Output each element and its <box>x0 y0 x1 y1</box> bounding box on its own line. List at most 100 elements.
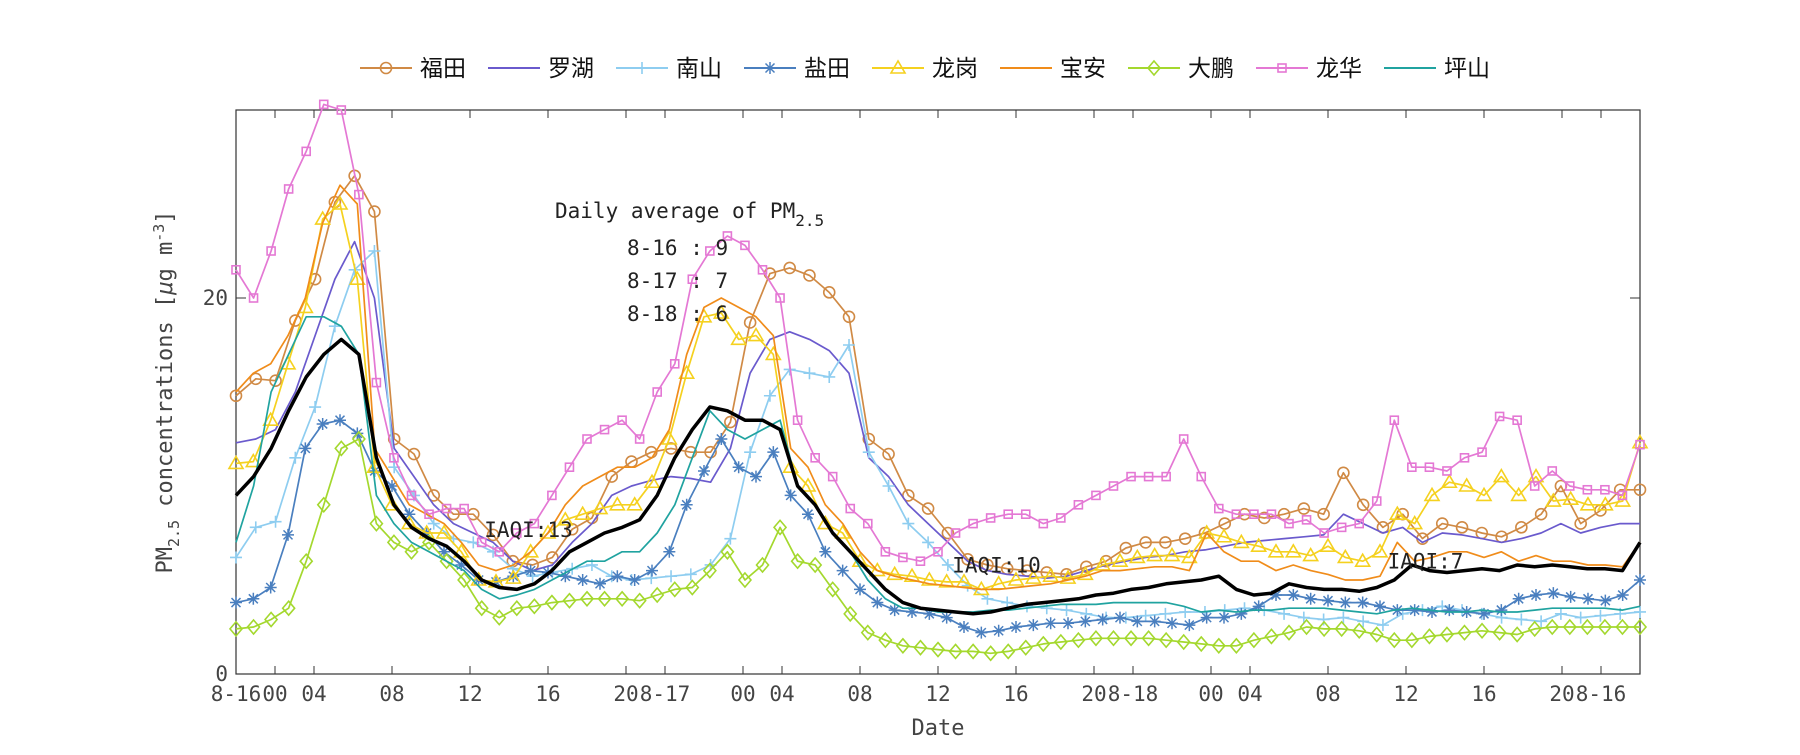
legend-marker <box>1277 63 1287 73</box>
data-point <box>507 570 520 583</box>
data-point <box>457 571 472 589</box>
data-point <box>684 568 697 581</box>
data-point <box>834 524 852 539</box>
x-tick-label: 12 <box>1393 682 1418 706</box>
legend-entry: 福田 <box>360 56 466 82</box>
x-tick-label: 00 <box>262 682 287 706</box>
data-point <box>1161 471 1171 482</box>
data-point <box>1163 546 1181 562</box>
data-point <box>1317 507 1330 521</box>
data-point <box>1492 624 1507 641</box>
data-point <box>406 490 417 501</box>
data-point <box>544 594 559 611</box>
data-point <box>1426 605 1438 618</box>
y-axis-title-sup: -3 <box>150 224 168 242</box>
data-point <box>783 261 796 275</box>
data-point <box>1615 618 1630 636</box>
data-point <box>843 605 858 623</box>
data-point <box>888 604 901 617</box>
data-point <box>1003 509 1014 520</box>
data-point <box>1196 471 1207 482</box>
data-point <box>576 574 589 586</box>
data-point <box>1535 615 1548 628</box>
data-point <box>961 553 974 566</box>
data-point <box>1071 631 1086 649</box>
data-point <box>1080 560 1093 574</box>
data-point <box>933 546 943 557</box>
x-tick-label: 16 <box>1003 682 1028 706</box>
data-point <box>608 496 626 511</box>
data-point <box>898 552 908 563</box>
data-point <box>868 562 886 577</box>
data-point <box>1510 626 1525 643</box>
data-point <box>1478 607 1490 620</box>
legend-label: 龙岗 <box>932 56 978 82</box>
data-point <box>628 574 641 586</box>
legend-label: 福田 <box>420 56 466 82</box>
data-point <box>579 590 595 608</box>
data-point <box>1111 552 1129 568</box>
data-point <box>246 618 261 636</box>
data-point <box>1582 484 1593 495</box>
data-point <box>599 424 610 435</box>
x-tick-label: 8-17 <box>640 682 691 706</box>
data-point <box>1302 546 1320 562</box>
data-point <box>318 99 329 110</box>
legend-entry: 罗湖 <box>488 56 594 82</box>
data-point <box>1564 590 1577 603</box>
data-point <box>1214 503 1224 514</box>
data-point <box>264 581 277 594</box>
series-line <box>234 337 1642 616</box>
series-0 <box>229 169 1647 581</box>
data-point <box>983 645 998 662</box>
legend-entry: 龙岗 <box>872 56 978 82</box>
data-point <box>369 515 384 532</box>
data-point <box>386 480 398 492</box>
data-point <box>1474 622 1490 639</box>
data-point <box>1389 415 1400 426</box>
x-tick-label: 04 <box>769 682 794 706</box>
data-point <box>822 286 836 299</box>
data-point <box>1266 509 1277 520</box>
data-point <box>1594 609 1607 622</box>
data-point <box>743 316 757 329</box>
data-point <box>383 496 401 511</box>
data-point <box>582 434 592 444</box>
data-point <box>854 583 866 596</box>
data-point <box>663 545 676 558</box>
data-point <box>459 503 469 514</box>
data-point <box>527 598 542 615</box>
data-point <box>247 592 260 605</box>
data-point <box>1599 594 1612 607</box>
iaqi-label: IAQI:10 <box>952 553 1041 577</box>
daily-average-title-sub: 2.5 <box>795 211 824 230</box>
data-point <box>940 611 953 624</box>
data-point <box>775 293 785 303</box>
data-point <box>1635 439 1645 450</box>
y-tick-label: 20 <box>203 286 228 310</box>
data-point <box>389 452 399 463</box>
data-point <box>1079 615 1092 628</box>
data-point <box>938 573 956 588</box>
data-point <box>1250 537 1268 552</box>
data-point <box>1038 518 1049 529</box>
data-point <box>1574 611 1587 624</box>
data-point <box>720 543 735 561</box>
data-point <box>722 231 733 241</box>
series-average <box>234 337 1642 616</box>
data-point <box>968 518 978 529</box>
legend-entry: 南山 <box>616 56 722 82</box>
series-7 <box>231 99 1645 567</box>
daily-average-line: 8-17 : 7 <box>627 269 728 293</box>
legend-label: 罗湖 <box>548 56 594 82</box>
data-point <box>1634 605 1646 618</box>
data-point <box>755 556 770 574</box>
series-4 <box>227 195 1649 596</box>
data-point <box>1119 541 1133 555</box>
data-point <box>803 367 816 380</box>
data-point <box>1148 615 1161 628</box>
data-point <box>860 624 875 641</box>
data-point <box>1166 617 1178 630</box>
series-line <box>235 315 1641 615</box>
data-point <box>1475 486 1493 502</box>
